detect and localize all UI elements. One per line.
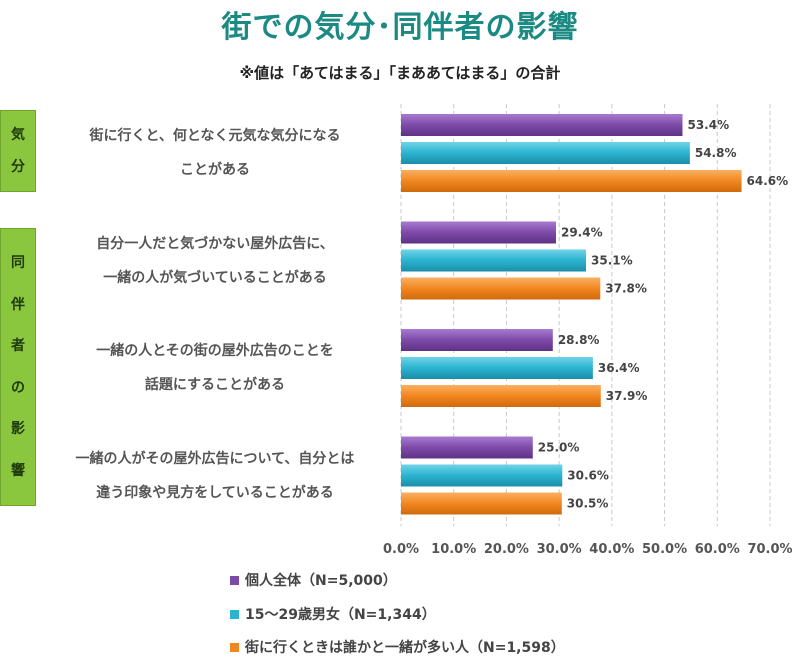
legend-label-1: 個人全体（N=5,000） — [245, 573, 397, 589]
bar-s3-c2 — [401, 277, 601, 300]
data-label-s1-c1: 53.4% — [687, 118, 729, 132]
category-label-4-line-1: 一緒の人がその屋外広告について、自分とは — [75, 450, 355, 467]
legend-item-2: 15～29歳男女（N=1,344） — [230, 604, 436, 624]
x-tick-label-7: 70.0% — [747, 542, 792, 557]
bar-s3-c4 — [401, 492, 562, 515]
x-tick-label-0: 0.0% — [383, 542, 419, 557]
bar-s3-c1 — [401, 170, 742, 192]
x-tick-label-4: 40.0% — [589, 542, 634, 557]
chart-subtitle: ※値は「あてはまる」「まああてはまる」の合計 — [239, 64, 561, 82]
x-tick-label-2: 20.0% — [484, 542, 529, 557]
side-dohan-char-5: 響 — [11, 462, 25, 479]
data-label-s3-c4: 30.5% — [567, 497, 609, 511]
bar-s2-c2 — [401, 249, 587, 272]
bar-s1-c3 — [401, 329, 553, 351]
data-label-s1-c4: 25.0% — [538, 441, 580, 455]
side-dohan-char-1: 伴 — [11, 296, 25, 313]
chart-title: 街での気分･同伴者の影響 — [221, 10, 579, 45]
bar-s1-c4 — [401, 436, 533, 459]
legend-swatch-2 — [230, 609, 239, 619]
bar-s1-c1 — [401, 114, 683, 136]
bar-s2-c3 — [401, 357, 593, 379]
legend-item-1: 個人全体（N=5,000） — [230, 570, 397, 590]
category-label-4: 一緒の人がその屋外広告について、自分とは 違う印象や見方をしていることがある — [40, 442, 390, 510]
data-label-s2-c2: 35.1% — [591, 254, 633, 268]
category-label-3-line-1: 一緒の人とその街の屋外広告のことを — [96, 343, 334, 359]
side-dohan-char-4: 影 — [11, 421, 25, 438]
category-label-4-line-2: 違う印象や見方をしていることがある — [96, 484, 334, 501]
x-tick-label-6: 60.0% — [695, 542, 740, 557]
legend-label-2: 15～29歳男女（N=1,344） — [245, 607, 436, 623]
legend-label-3: 街に行くときは誰かと一緒が多い人（N=1,598） — [245, 640, 565, 656]
legend-swatch-3 — [230, 642, 239, 652]
category-label-3-line-2: 話題にすることがある — [144, 377, 286, 393]
category-label-2-line-1: 自分一人だと気づかない屋外広告に、 — [96, 235, 334, 252]
x-tick-label-5: 50.0% — [642, 542, 687, 557]
data-label-s2-c3: 36.4% — [598, 361, 640, 375]
category-label-3: 一緒の人とその街の屋外広告のことを 話題にすることがある — [40, 334, 390, 402]
side-dohan-char-0: 同 — [11, 255, 25, 272]
category-label-2: 自分一人だと気づかない屋外広告に、 一緒の人が気づいていることがある — [40, 227, 390, 295]
data-label-s3-c3: 37.9% — [606, 389, 648, 403]
side-dohan-char-3: の — [11, 379, 25, 396]
side-label-dohan: 同伴者の影響 — [0, 228, 36, 506]
legend-item-3: 街に行くときは誰かと一緒が多い人（N=1,598） — [230, 637, 565, 657]
data-label-s1-c3: 28.8% — [558, 333, 600, 347]
data-label-s2-c1: 54.8% — [695, 146, 737, 160]
category-label-1-line-2: ことがある — [180, 162, 250, 178]
category-label-1: 街に行くと、何となく元気な気分になる ことがある — [40, 119, 390, 187]
category-label-2-line-2: 一緒の人が気づいていることがある — [103, 269, 327, 286]
x-tick-label-1: 10.0% — [431, 542, 476, 557]
legend-swatch-1 — [230, 575, 239, 585]
side-dohan-char-2: 者 — [11, 338, 25, 355]
x-tick-label-3: 30.0% — [537, 542, 582, 557]
side-kibun-char-1: 分 — [11, 158, 25, 175]
category-label-1-line-1: 街に行くと、何となく元気な気分になる — [89, 128, 341, 144]
bar-s2-c1 — [401, 142, 690, 164]
bar-s3-c3 — [401, 385, 601, 407]
data-label-s3-c2: 37.8% — [605, 282, 647, 296]
side-label-kibun: 気分 — [0, 110, 36, 192]
data-label-s2-c4: 30.6% — [567, 469, 609, 483]
bar-chart: 53.4% 54.8% 64.6% 29.4% 35.1% 37.8% 28.8% 36.4%… — [383, 104, 793, 557]
side-kibun-char-0: 気 — [11, 127, 25, 144]
data-label-s3-c1: 64.6% — [747, 174, 789, 188]
bar-s1-c2 — [401, 221, 556, 244]
data-label-s1-c2: 29.4% — [561, 226, 603, 240]
bar-s2-c4 — [401, 464, 563, 487]
